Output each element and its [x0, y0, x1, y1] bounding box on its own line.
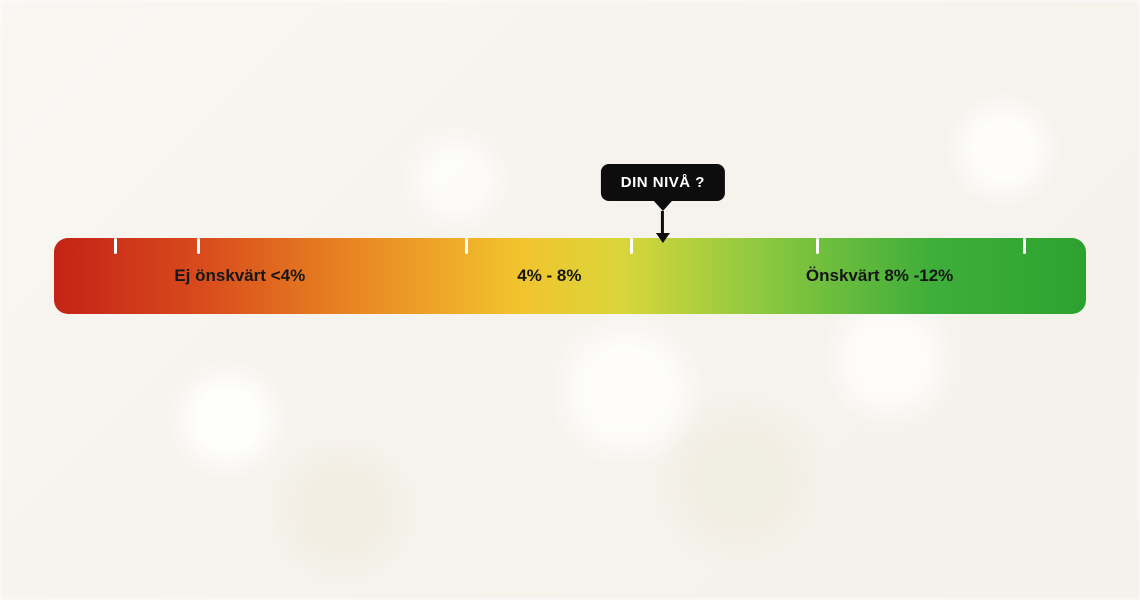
zone-label-low: Ej önskvärt <4%: [174, 266, 305, 286]
gauge-tick: [816, 238, 819, 254]
gauge-stage: Ej önskvärt <4% 4% - 8% Önskvärt 8% -12%…: [0, 0, 1140, 600]
callout-text: DIN NIVÅ ?: [621, 174, 705, 191]
gauge-tick: [465, 238, 468, 254]
gauge-bar-container: Ej önskvärt <4% 4% - 8% Önskvärt 8% -12%…: [54, 238, 1086, 314]
callout-pointer-tip-icon: [656, 233, 670, 243]
callout-pointer-stem: [661, 211, 664, 233]
your-level-callout: DIN NIVÅ ?: [601, 164, 725, 243]
gauge-tick: [114, 238, 117, 254]
zone-label-mid: 4% - 8%: [517, 266, 581, 286]
gauge-tick: [1023, 238, 1026, 254]
callout-arrow-icon: [654, 201, 672, 211]
gauge-tick: [197, 238, 200, 254]
callout-box: DIN NIVÅ ?: [601, 164, 725, 201]
zone-label-high: Önskvärt 8% -12%: [806, 266, 953, 286]
